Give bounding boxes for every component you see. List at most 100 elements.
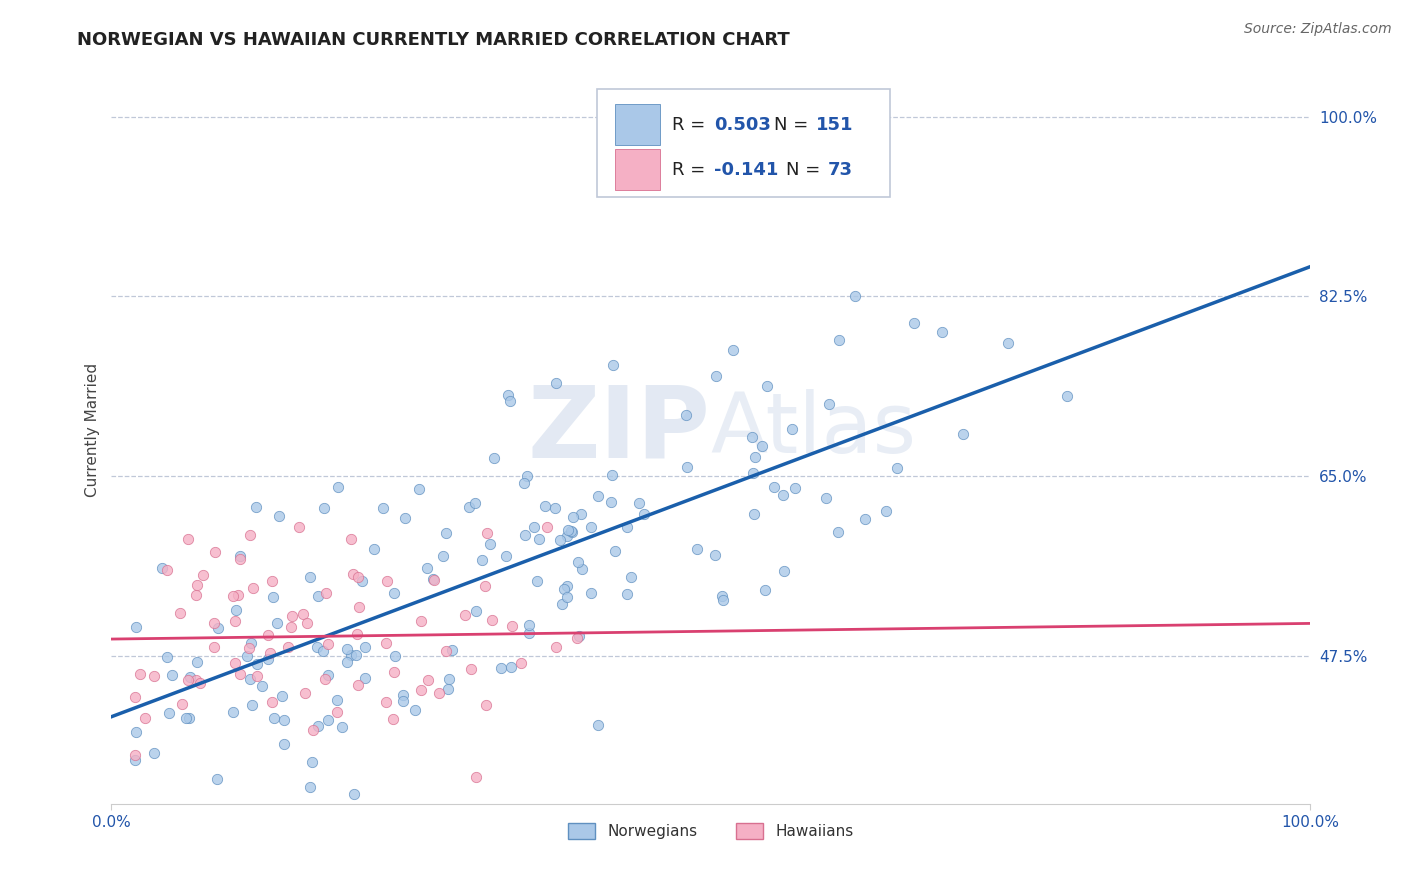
Legend: Norwegians, Hawaiians: Norwegians, Hawaiians xyxy=(561,816,860,846)
Point xyxy=(544,376,567,390)
Point xyxy=(242,581,264,595)
Point xyxy=(931,325,953,339)
Point xyxy=(586,718,609,732)
Point xyxy=(676,460,699,475)
Point xyxy=(330,720,353,734)
Point xyxy=(997,336,1019,351)
Point xyxy=(465,770,488,784)
Text: N =: N = xyxy=(786,161,827,178)
Point xyxy=(382,712,405,726)
Point xyxy=(581,586,603,600)
Point xyxy=(853,512,876,526)
Point xyxy=(510,656,533,670)
Point xyxy=(186,578,208,592)
Text: NORWEGIAN VS HAWAIIAN CURRENTLY MARRIED CORRELATION CHART: NORWEGIAN VS HAWAIIAN CURRENTLY MARRIED … xyxy=(77,31,790,49)
Point xyxy=(363,542,385,557)
Point xyxy=(143,747,166,761)
Point xyxy=(316,713,339,727)
Point xyxy=(675,408,697,422)
Point xyxy=(603,543,626,558)
Point xyxy=(246,669,269,683)
Point xyxy=(342,567,364,582)
Point xyxy=(250,679,273,693)
Point xyxy=(464,496,486,510)
Point xyxy=(499,660,522,674)
Point xyxy=(225,603,247,617)
Point xyxy=(336,641,359,656)
Point xyxy=(416,673,439,687)
Text: N =: N = xyxy=(775,116,814,134)
Point xyxy=(710,589,733,603)
Point xyxy=(561,525,583,540)
Point xyxy=(560,524,582,538)
Point xyxy=(567,555,589,569)
Point xyxy=(814,491,837,506)
Point xyxy=(465,604,488,618)
Point xyxy=(294,686,316,700)
Point xyxy=(754,583,776,598)
Point xyxy=(562,509,585,524)
Point xyxy=(553,582,575,596)
Point xyxy=(177,532,200,546)
Point xyxy=(240,636,263,650)
Point xyxy=(156,563,179,577)
Point xyxy=(295,615,318,630)
Point xyxy=(513,528,536,542)
Point xyxy=(307,719,329,733)
Point xyxy=(434,526,457,541)
Point xyxy=(555,591,578,605)
Point xyxy=(371,501,394,516)
Point xyxy=(384,648,406,663)
Point xyxy=(408,482,430,496)
Point xyxy=(162,668,184,682)
Point xyxy=(124,753,146,767)
Point xyxy=(346,678,368,692)
Text: R =: R = xyxy=(672,161,711,178)
Point xyxy=(555,528,578,542)
Point xyxy=(434,643,457,657)
Point xyxy=(124,690,146,705)
Point xyxy=(517,626,540,640)
Point xyxy=(288,520,311,534)
Point xyxy=(229,551,252,566)
Point xyxy=(382,586,405,600)
Point xyxy=(602,468,624,483)
Point xyxy=(744,450,766,464)
Point xyxy=(501,618,523,632)
Point xyxy=(143,669,166,683)
Point xyxy=(316,668,339,682)
Point xyxy=(262,695,284,709)
Point xyxy=(256,652,278,666)
Point xyxy=(169,607,191,621)
Point xyxy=(222,589,245,603)
Point xyxy=(516,468,538,483)
Point xyxy=(875,504,897,518)
Point xyxy=(704,369,727,384)
Point xyxy=(170,697,193,711)
Point xyxy=(307,640,329,654)
Point xyxy=(481,613,503,627)
Point xyxy=(544,500,567,515)
Point xyxy=(262,590,284,604)
Point xyxy=(134,710,156,724)
Point xyxy=(489,661,512,675)
Point xyxy=(240,698,263,712)
Point xyxy=(302,723,325,737)
Point xyxy=(246,657,269,671)
Point xyxy=(375,574,398,588)
Point xyxy=(354,671,377,685)
FancyBboxPatch shape xyxy=(596,89,890,197)
Point xyxy=(346,627,368,641)
Text: ZIP: ZIP xyxy=(527,381,710,478)
Point xyxy=(529,532,551,546)
Point xyxy=(269,509,291,524)
Point xyxy=(129,667,152,681)
Point xyxy=(394,510,416,524)
Point xyxy=(569,507,592,521)
Point xyxy=(616,520,638,534)
Point xyxy=(174,711,197,725)
Point xyxy=(818,397,841,411)
Point xyxy=(224,656,246,670)
Point xyxy=(236,648,259,663)
Point xyxy=(204,545,226,559)
